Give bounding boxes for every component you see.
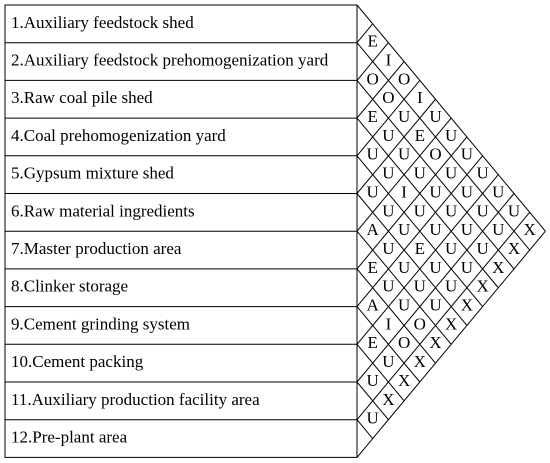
relationship-grade: A [367, 296, 380, 315]
relationship-grade: X [508, 239, 520, 258]
relationship-grade: U [445, 239, 457, 258]
relationship-grade: U [414, 277, 426, 296]
row-label: 9.Cement grinding system [11, 314, 190, 333]
diamond-line [356, 174, 499, 345]
row-label: 10.Cement packing [11, 352, 144, 371]
relationship-grade: X [382, 390, 394, 409]
relationship-grade: U [382, 201, 394, 220]
diamond-line [356, 343, 405, 402]
row-label: 1.Auxiliary feedstock shed [11, 13, 194, 32]
relationship-grade: U [398, 258, 410, 277]
relationship-grade: U [414, 164, 426, 183]
relationship-grade: O [382, 88, 394, 107]
relationship-grade: X [414, 352, 426, 371]
relationship-grade: O [367, 69, 379, 88]
relationship-grade: O [398, 69, 410, 88]
diamond-line [356, 136, 468, 270]
diamond-line [356, 117, 452, 232]
relationship-grade: U [476, 164, 488, 183]
relationship-grade: X [461, 296, 473, 315]
diamond-line [356, 155, 483, 307]
relationship-grade: E [368, 333, 378, 352]
relationship-grade: U [382, 239, 394, 258]
relationship-grade: E [415, 126, 425, 145]
relationship-grade: U [461, 145, 473, 164]
relationship-grade: U [476, 201, 488, 220]
relationship-grade: X [445, 314, 457, 333]
row-label: 6.Raw material ingredients [11, 201, 195, 220]
relationship-grade: U [429, 258, 441, 277]
diamond-line [356, 98, 436, 194]
relationship-grade: U [382, 277, 394, 296]
relationship-grade: U [429, 220, 441, 239]
relationship-grade: O [429, 145, 441, 164]
row-label: 2.Auxiliary feedstock prehomogenization … [11, 50, 329, 69]
diamond-line [356, 42, 531, 251]
diamond-line [356, 212, 531, 421]
relationship-grade: X [398, 371, 410, 390]
diamond-line [356, 419, 374, 439]
diamond-line [356, 268, 436, 364]
relationship-grade: U [429, 296, 441, 315]
row-label: 8.Clinker storage [11, 277, 128, 296]
diamond-line [356, 23, 374, 44]
row-label: 4.Coal prehomogenization yard [11, 126, 226, 145]
relationship-grade: U [382, 126, 394, 145]
relationship-grade: U [367, 145, 379, 164]
relationship-grade: U [414, 201, 426, 220]
relationship-grade: U [445, 164, 457, 183]
relationship-grade: U [461, 220, 473, 239]
diamond-line [356, 61, 405, 119]
relationship-grade: U [476, 239, 488, 258]
relationship-grade: I [401, 182, 407, 201]
diamond-line [356, 230, 546, 458]
relationship-grade: X [524, 220, 536, 239]
relationship-grade: U [398, 107, 410, 126]
relationship-grade: U [461, 258, 473, 277]
relationship-grade: U [382, 164, 394, 183]
row-label: 5.Gypsum mixture shed [11, 164, 174, 183]
relationship-grade: U [367, 409, 379, 428]
relationship-grade: U [492, 182, 504, 201]
relationship-grade: E [368, 107, 378, 126]
relationship-grade: U [367, 182, 379, 201]
relationship-grade: X [476, 277, 488, 296]
relationship-grade: E [368, 32, 378, 51]
relationship-grade: I [386, 50, 392, 69]
relationship-grade: U [461, 182, 473, 201]
row-label: 12.Pre-plant area [11, 427, 128, 446]
diamond-line [356, 80, 421, 157]
relationship-grade: O [398, 333, 410, 352]
relationship-grade: E [415, 239, 425, 258]
relationship-grade: I [386, 314, 392, 333]
relationship-grade: U [367, 371, 379, 390]
relationship-grade: U [445, 126, 457, 145]
diamond-line [356, 193, 468, 326]
relationship-grade: U [429, 182, 441, 201]
relationship-grade: U [445, 201, 457, 220]
relationship-grade: O [414, 314, 426, 333]
relationship-grade: U [382, 352, 394, 371]
row-label: 7.Master production area [11, 239, 182, 258]
relationship-grade: I [417, 88, 423, 107]
relationship-grade: X [429, 333, 441, 352]
row-label: 3.Raw coal pile shed [11, 88, 153, 107]
diamond-line [356, 117, 499, 289]
relationship-grade: U [508, 201, 520, 220]
relationship-grade: U [429, 107, 441, 126]
relationship-grade: E [368, 258, 378, 277]
relationship-grade: U [398, 220, 410, 239]
relationship-grade: X [492, 258, 504, 277]
relationship-grade: U [398, 145, 410, 164]
relationship-grade: U [398, 296, 410, 315]
diamond-line [356, 42, 389, 81]
relationship-grade: U [492, 220, 504, 239]
row-label: 11.Auxiliary production facility area [11, 390, 260, 409]
relationship-grade: U [445, 277, 457, 296]
diamond-line [356, 193, 515, 383]
relationship-grade: A [367, 220, 380, 239]
